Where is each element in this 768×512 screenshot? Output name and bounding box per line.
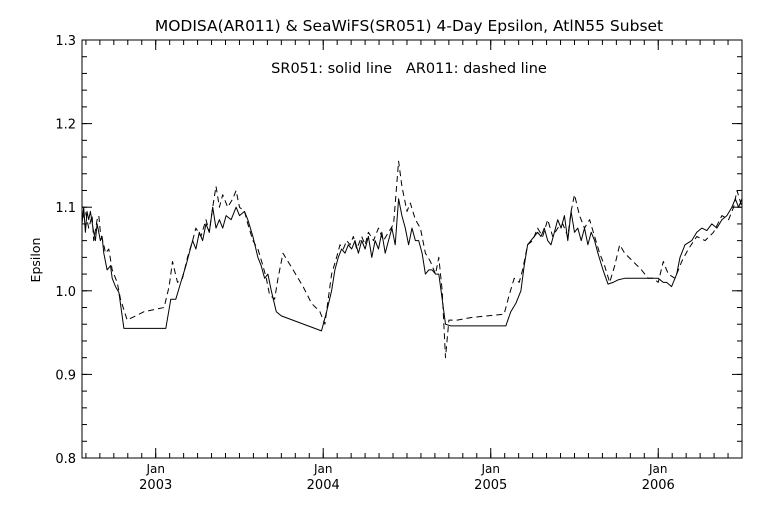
y-tick-label: 1.0 (55, 285, 76, 300)
x-tick-year-label: 2004 (307, 478, 340, 493)
y-tick-label: 1.3 (55, 34, 76, 49)
chart-subtitle: SR051: solid line AR011: dashed line (271, 61, 547, 77)
y-axis-label: Epsilon (28, 238, 43, 283)
x-tick-month-label: Jan (145, 462, 165, 476)
series-line-sr051 (81, 198, 743, 332)
y-tick-label: 0.9 (55, 368, 76, 383)
x-tick-year-label: 2005 (474, 478, 507, 493)
x-tick-month-label: Jan (313, 462, 333, 476)
y-tick-label: 1.1 (55, 201, 76, 216)
x-tick-year-label: 2006 (642, 478, 675, 493)
x-tick-month-label: Jan (480, 462, 500, 476)
y-tick-label: 0.8 (55, 452, 76, 467)
y-tick-label: 1.2 (55, 118, 76, 133)
series-layer (81, 160, 743, 359)
axes: 0.8 0.9 1.0 1.1 1.2 1.3 Jan 2003 Jan 2004 Jan 2005 J… (55, 34, 743, 493)
x-tick-month-label: Jan (648, 462, 668, 476)
chart-title: MODISA(AR011) & SeaWiFS(SR051) 4-Day Eps… (155, 17, 663, 35)
series-line-ar011 (81, 160, 743, 359)
x-tick-year-label: 2003 (139, 478, 172, 493)
plot-frame (81, 39, 743, 459)
